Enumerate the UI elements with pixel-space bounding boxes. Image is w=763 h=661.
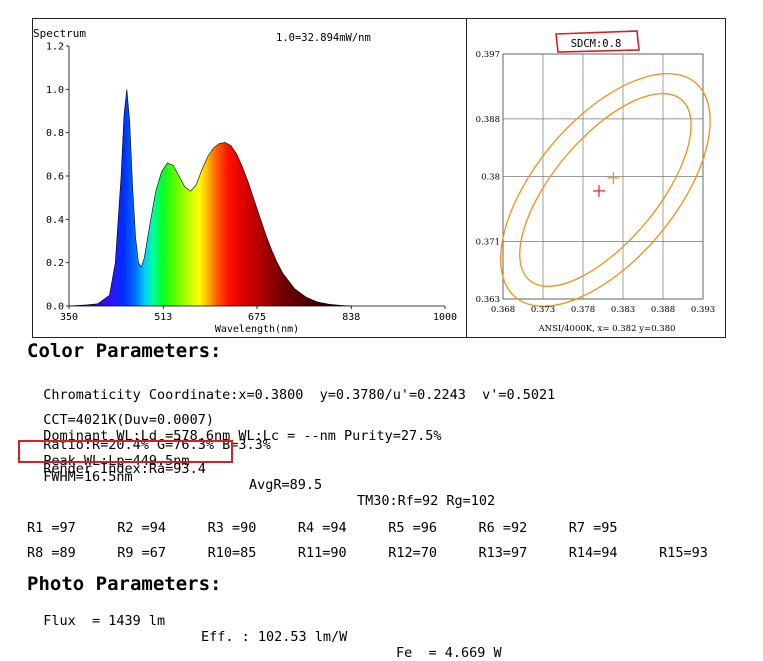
- sdcm-ellipse-2: [499, 72, 711, 307]
- sdcm-ytick-label: 0.363: [476, 295, 500, 305]
- r-value-7: R7 =95: [568, 520, 618, 536]
- chromaticity-text: Chromaticity Coordinate:x=0.3800 y=0.378…: [43, 387, 556, 403]
- sdcm-xtick-label: 0.378: [571, 305, 595, 315]
- r-value-9: R9 =67: [117, 545, 167, 561]
- sdcm-ellipse-1: [519, 92, 692, 287]
- sdcm-point-2: [607, 171, 620, 184]
- r-value-15: R15=93: [659, 545, 708, 561]
- sdcm-plot-frame: [502, 53, 704, 300]
- sdcm-highlight-box: [555, 30, 640, 53]
- flux-text: Flux = 1439 lm: [43, 613, 166, 629]
- spectrum-xtick-label: 513: [154, 312, 172, 323]
- r-value-5: R5 =96: [388, 520, 437, 536]
- charts-panel: [32, 18, 726, 338]
- sdcm-xtick-label: 0.368: [491, 305, 515, 315]
- spectrum-subtitle: 1.0=32.894mW/nm: [276, 32, 371, 44]
- spectrum-chart: Spectrum 1.0=32.894mW/nm 0.0 0.2 0.4 0.6 0.8…: [33, 27, 457, 335]
- spectrum-ytick-label: 1.2: [46, 42, 64, 53]
- r-value-1: R1 =97: [27, 520, 76, 536]
- photo-params-title: Photo Parameters:: [27, 573, 222, 595]
- tm30-text: TM30:Rf=92 Rg=102: [357, 493, 496, 509]
- sdcm-ytick-label: 0.388: [476, 115, 500, 125]
- cct-text: CCT=4021K(Duv=0.0007): [43, 412, 214, 428]
- spectrum-line: [68, 89, 353, 307]
- r-value-6: R6 =92: [478, 520, 528, 536]
- sdcm-xtick-label: 0.393: [691, 305, 715, 315]
- render-index-text: Render Index:Ra=93.4: [43, 461, 206, 477]
- r-value-12: R12=70: [388, 545, 437, 561]
- avgr-text: AvgR=89.5: [249, 477, 323, 493]
- r-value-11: R11=90: [297, 545, 347, 561]
- r-value-14: R14=94: [568, 545, 618, 561]
- photo-line: Flux = 1439 lm Eff. : 102.53 lm/W Fe = 4…: [27, 597, 501, 661]
- panel-divider: [466, 18, 467, 338]
- r-value-10: R10=85: [207, 545, 257, 561]
- spectrum-ytick-label: 1.0: [46, 85, 64, 96]
- spectrum-ytick-label: 0.0: [46, 302, 64, 313]
- r-value-2: R2 =94: [117, 520, 167, 536]
- sdcm-xtick-label: 0.383: [611, 305, 635, 315]
- r-value-3: R3 =90: [207, 520, 257, 536]
- spectrum-area: [69, 89, 353, 306]
- spectrum-ytick-label: 0.8: [46, 128, 64, 139]
- spectrum-xtick-label: 350: [60, 312, 78, 323]
- sdcm-ytick-label: 0.38: [481, 173, 500, 183]
- sdcm-title: SDCM:0.8: [571, 38, 622, 50]
- fe-text: Fe = 4.669 W: [396, 645, 502, 661]
- spectrum-xtick-label: 675: [248, 312, 266, 323]
- sdcm-xtick-label: 0.388: [651, 305, 675, 315]
- render-line: Render Index:Ra=93.4 AvgR=89.5 TM30:Rf=9…: [27, 445, 495, 509]
- sdcm-ytick-label: 0.397: [476, 50, 500, 60]
- r-value-4: R4 =94: [297, 520, 347, 536]
- fwhm-text: FWHM=16.5nm: [43, 469, 133, 485]
- spectrum-xtick-label: 1000: [433, 312, 457, 323]
- sdcm-xtick-label: 0.373: [531, 305, 555, 315]
- spectrum-ytick-label: 0.6: [46, 172, 64, 183]
- r-value-13: R13=97: [478, 545, 528, 561]
- spectrum-ytick-label: 0.2: [46, 258, 64, 269]
- sdcm-point-1: [593, 184, 605, 197]
- sdcm-chart: SDCM:0.8 0.397 0.388 0.38 0.371 0.363 0.368 0…: [476, 30, 715, 334]
- spectrum-xlabel: Wavelength(nm): [215, 324, 299, 335]
- eff-text: Eff. : 102.53 lm/W: [201, 629, 348, 645]
- spectrum-title: Spectrum: [33, 27, 86, 40]
- sdcm-caption: ANSI/4000K, x= 0.382 y=0.380: [538, 324, 676, 334]
- color-params-title: Color Parameters:: [27, 340, 222, 362]
- chromaticity-line: Chromaticity Coordinate:x=0.3800 y=0.378…: [27, 371, 555, 403]
- spectrum-xtick-label: 838: [342, 312, 360, 323]
- sdcm-ytick-label: 0.371: [476, 237, 500, 247]
- spectrum-ytick-label: 0.4: [46, 215, 64, 226]
- r-value-8: R8 =89: [27, 545, 76, 561]
